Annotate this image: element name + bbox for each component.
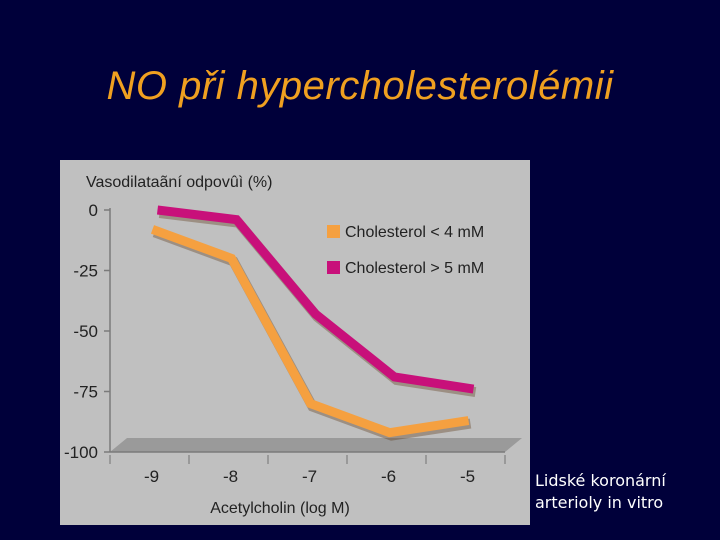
series <box>150 205 477 441</box>
y-axis-title: Vasodilataãní odpovûì (%) <box>86 174 272 191</box>
axes: 0 -25 -50 -75 -100 -9 -8 -7 -6 -5 Vasodilataãní od… <box>64 174 505 517</box>
legend-label: Cholesterol > 5 mM <box>345 260 484 277</box>
legend: Cholesterol < 4 mM Cholesterol > 5 mM <box>327 224 484 277</box>
caption-line-1: Lidské koronární <box>535 471 666 490</box>
legend-label: Cholesterol < 4 mM <box>345 224 484 241</box>
plot-area <box>60 160 530 525</box>
legend-swatch <box>327 261 340 274</box>
x-tick-label: -6 <box>381 467 396 486</box>
y-tick-label: 0 <box>89 201 98 220</box>
x-tick-label: -7 <box>302 467 317 486</box>
y-tick-label: -50 <box>73 322 98 341</box>
y-tick-label: -75 <box>73 383 98 402</box>
x-tick-label: -9 <box>144 467 159 486</box>
x-tick-label: -8 <box>223 467 238 486</box>
grid <box>109 455 506 464</box>
x-axis-title: Acetylcholin (log M) <box>210 500 350 517</box>
slide-title: NO při hypercholesterolémii <box>106 64 614 108</box>
legend-swatch <box>327 225 340 238</box>
y-tick-label: -100 <box>64 443 98 462</box>
caption: Lidské koronární arterioly in vitro <box>535 470 715 514</box>
caption-line-2: arterioly in vitro <box>535 493 664 512</box>
y-tick-label: -25 <box>73 262 98 281</box>
x-tick-label: -5 <box>460 467 475 486</box>
chart-floor <box>110 438 522 452</box>
